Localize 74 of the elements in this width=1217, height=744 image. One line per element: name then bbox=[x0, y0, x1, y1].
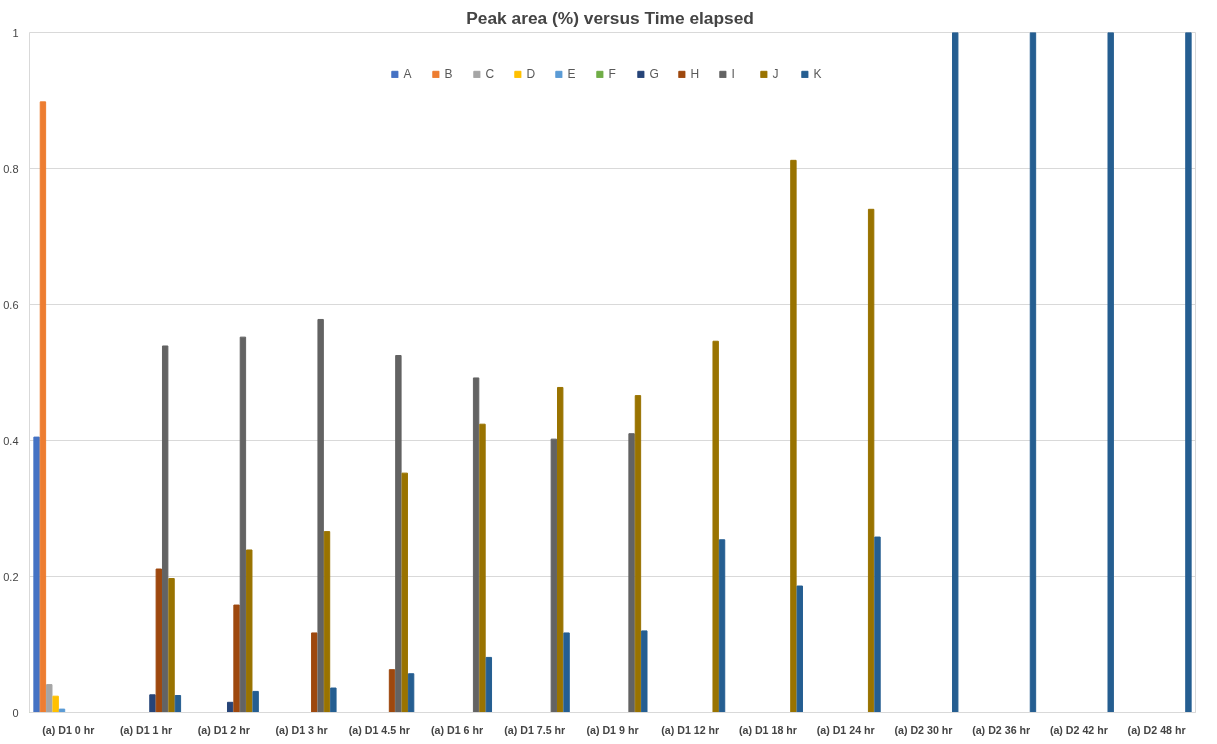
x-tick-label: (a) D1 12 hr bbox=[661, 723, 720, 736]
bar bbox=[395, 355, 402, 713]
bar bbox=[239, 336, 247, 713]
x-tick-label: (a) D1 3 hr bbox=[275, 723, 328, 736]
bar bbox=[155, 568, 163, 713]
legend-label: J bbox=[772, 67, 780, 81]
bar bbox=[874, 536, 881, 713]
x-tick-label: (a) D1 9 hr bbox=[586, 723, 639, 736]
bar bbox=[52, 695, 59, 713]
bar bbox=[39, 101, 47, 713]
y-tick-label: 1 bbox=[12, 26, 19, 39]
x-tick-label: (a) D2 36 hr bbox=[972, 723, 1031, 736]
x-tick-label: (a) D2 42 hr bbox=[1049, 723, 1108, 736]
x-tick-label: (a) D1 18 hr bbox=[738, 723, 797, 736]
legend-label: H bbox=[690, 67, 701, 81]
bar bbox=[323, 531, 331, 713]
bar bbox=[563, 632, 570, 713]
y-tick-label: 0.2 bbox=[3, 570, 19, 583]
bar bbox=[407, 673, 415, 713]
y-tick-label: 0.8 bbox=[3, 162, 19, 175]
legend-label: I bbox=[731, 67, 736, 81]
y-tick-label: 0.6 bbox=[3, 298, 19, 311]
legend-label: K bbox=[813, 67, 823, 81]
x-tick-label: (a) D1 1 hr bbox=[120, 723, 173, 736]
bar bbox=[485, 656, 493, 713]
legend-label: G bbox=[649, 67, 660, 81]
legend-label: D bbox=[526, 67, 537, 81]
bar bbox=[1029, 32, 1037, 713]
y-tick-label: 0.4 bbox=[3, 434, 19, 447]
bar bbox=[233, 604, 240, 713]
bar bbox=[174, 695, 182, 713]
bar bbox=[1185, 32, 1192, 713]
bar bbox=[46, 684, 53, 713]
bar bbox=[790, 159, 797, 713]
bar bbox=[252, 690, 259, 713]
x-tick-label: (a) D2 30 hr bbox=[894, 723, 953, 736]
bar bbox=[246, 549, 253, 713]
bar bbox=[401, 472, 408, 713]
x-tick-label: (a) D1 4.5 hr bbox=[348, 723, 410, 736]
bar bbox=[311, 632, 318, 713]
bar bbox=[472, 377, 480, 713]
x-tick-label: (a) D1 6 hr bbox=[430, 723, 484, 736]
bar bbox=[796, 585, 803, 713]
bar bbox=[168, 578, 175, 713]
x-tick-label: (a) D2 48 hr bbox=[1127, 723, 1186, 736]
bar bbox=[479, 423, 486, 713]
legend-label: C bbox=[485, 67, 496, 81]
bar bbox=[557, 386, 564, 713]
bar bbox=[161, 345, 169, 713]
bar bbox=[330, 687, 337, 713]
y-tick-label: 0 bbox=[12, 706, 19, 719]
bar bbox=[1107, 32, 1114, 713]
bar bbox=[58, 708, 66, 713]
chart-title: Peak area (%) versus Time elapsed bbox=[466, 7, 754, 28]
bar bbox=[641, 630, 648, 713]
bar bbox=[634, 395, 642, 713]
legend-label: A bbox=[403, 67, 413, 81]
bar bbox=[149, 694, 156, 713]
bar bbox=[388, 669, 396, 713]
x-tick-label: (a) D1 24 hr bbox=[816, 723, 875, 736]
bar bbox=[718, 539, 726, 713]
bar bbox=[550, 438, 558, 713]
x-tick-label: (a) D1 2 hr bbox=[197, 723, 250, 736]
legend-label: F bbox=[608, 67, 617, 81]
bar bbox=[952, 32, 959, 713]
bar bbox=[317, 318, 324, 713]
x-tick-label: (a) D1 0 hr bbox=[42, 723, 95, 736]
x-tick-label: (a) D1 7.5 hr bbox=[504, 723, 566, 736]
legend-label: E bbox=[567, 67, 577, 81]
bar bbox=[712, 340, 719, 713]
legend-label: B bbox=[444, 67, 454, 81]
bar bbox=[628, 433, 635, 713]
bar bbox=[867, 208, 875, 713]
bar bbox=[33, 436, 40, 713]
